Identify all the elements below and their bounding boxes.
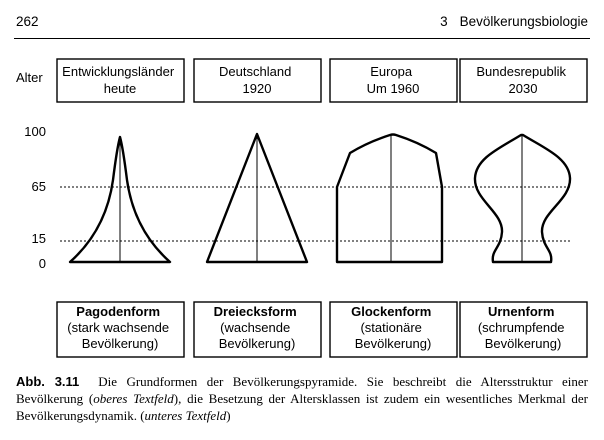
- population-pyramid-figure: Alter 100 65 15 0 Entwicklungsländer heu…: [16, 58, 588, 358]
- form-desc-2: Bevölkerung): [355, 336, 432, 351]
- bottom-box: [459, 301, 588, 358]
- column-europe-1960: Europa Um 1960 Glockenform (stationäre B…: [329, 58, 458, 358]
- bottom-box: [56, 301, 185, 358]
- form-desc-2: Bevölkerung): [82, 336, 159, 351]
- age-axis-label: Alter: [16, 70, 43, 85]
- form-desc-1: (wachsende: [220, 320, 290, 335]
- svg-text:Glockenform (stationäre: Glockenform (stationäre Bevölkerung): [351, 304, 435, 351]
- top-box: [459, 58, 588, 103]
- form-name: Dreiecksform: [214, 304, 297, 319]
- top-box: [193, 58, 322, 103]
- top-line-2: Um 1960: [367, 81, 420, 96]
- caption-text-2: ), die Besetzung der Altersklassen ist z…: [16, 391, 588, 423]
- form-desc-1: (stationäre: [360, 320, 421, 335]
- age-tick-65: 65: [32, 179, 46, 194]
- svg-text:Dreiecksform (wachsende: Dreiecksform (wachsende Bevölkerung): [214, 304, 301, 351]
- bottom-box: [329, 301, 458, 358]
- form-name: Pagodenform: [76, 304, 160, 319]
- top-line-1: Deutschland: [219, 64, 291, 79]
- top-box: [56, 58, 185, 103]
- chapter-title: Bevölkerungsbiologie: [459, 14, 588, 29]
- top-line-1: Entwicklungsländer: [62, 64, 175, 79]
- svg-text:Pagodenform (stark wachs: Pagodenform (stark wachsende Bevölkerung…: [67, 304, 173, 351]
- caption-text-3: ): [226, 408, 231, 423]
- svg-text:Deutschland 1920: Deutschland 1920: [219, 64, 295, 96]
- form-desc-1: (stark wachsende: [67, 320, 169, 335]
- svg-text:Bundesrepublik 2030: Bundesrepublik 2030: [476, 64, 569, 96]
- running-header: 3 Bevölkerungsbiologie: [440, 14, 588, 29]
- caption-italic-1: oberes Textfeld: [93, 391, 174, 406]
- top-line-2: 1920: [243, 81, 272, 96]
- form-name: Urnenform: [488, 304, 554, 319]
- page-number: 262: [16, 14, 39, 29]
- top-line-1: Europa: [370, 64, 413, 79]
- top-line-2: 2030: [509, 81, 538, 96]
- svg-text:Urnenform (schrumpfende: Urnenform (schrumpfende Bevölkerung): [478, 304, 568, 351]
- bottom-box: [193, 301, 322, 358]
- svg-text:Europa Um 1960: Europa Um 1960: [367, 64, 420, 96]
- caption-text-1: Die Grundformen der Bevölkerungspyramide…: [16, 374, 589, 406]
- caption-label: Abb. 3.11: [16, 374, 80, 389]
- form-desc-2: Bevölkerung): [485, 336, 562, 351]
- column-germany-2030: Bundesrepublik 2030 Urnenform (schrumpfe…: [459, 58, 588, 358]
- form-desc-1: (schrumpfende: [478, 320, 565, 335]
- form-name: Glockenform: [351, 304, 431, 319]
- column-germany-1920: Deutschland 1920 Dreiecksform (wachsende…: [193, 58, 322, 358]
- column-developing-countries: Entwicklungsländer heute Pagodenform (st…: [56, 58, 185, 358]
- bell-shape: [335, 133, 444, 264]
- caption-italic-2: unteres Textfeld: [144, 408, 227, 423]
- form-desc-2: Bevölkerung): [219, 336, 296, 351]
- svg-text:Entwicklungsländer heute: Entwicklungsländer heute: [62, 64, 178, 96]
- header-rule: [14, 38, 590, 39]
- figure-caption: Abb. 3.11 Die Grundformen der Bevölkerun…: [16, 373, 588, 424]
- top-line-2: heute: [104, 81, 137, 96]
- chapter-number: 3: [440, 14, 448, 29]
- urn-shape: [473, 133, 572, 264]
- age-tick-100: 100: [24, 124, 46, 139]
- top-line-1: Bundesrepublik: [476, 64, 566, 79]
- age-tick-15: 15: [32, 231, 46, 246]
- top-box: [329, 58, 458, 103]
- age-tick-0: 0: [39, 256, 46, 271]
